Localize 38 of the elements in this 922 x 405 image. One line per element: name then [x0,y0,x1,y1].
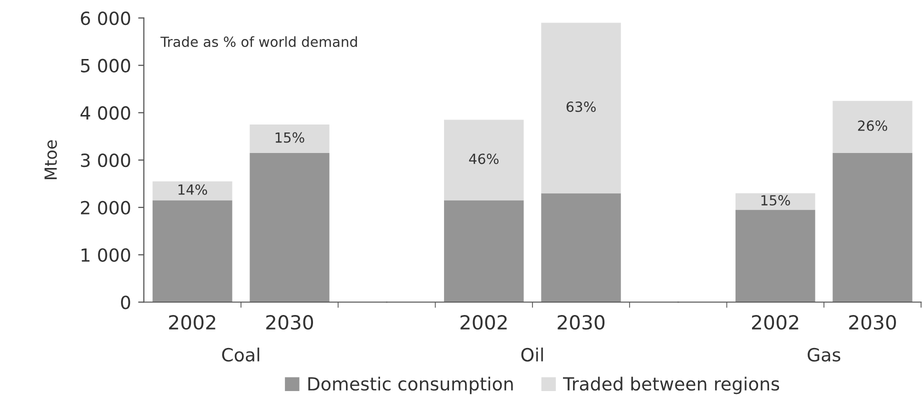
x-tick-label: 2030 [849,314,896,330]
y-tick-label: 5 000 [81,58,130,72]
bar [832,100,912,153]
legend-label: Traded between regions [562,376,780,394]
x-tick-label: 2002 [752,314,798,330]
x-tick-label: 2030 [266,314,314,330]
text: Trade as % of world demand [160,36,357,48]
x-axis-title: Oil [521,348,543,362]
annotation: 46% [469,154,499,164]
annotation: 15% [276,132,304,143]
annotation: 14% [178,184,208,195]
annotation: 15% [761,195,790,206]
bar [250,124,330,153]
bar [736,193,816,210]
bar [152,200,232,302]
x-tick-label: 2030 [558,314,604,330]
annotation: 63% [566,101,596,112]
y-tick-label: 0 [121,296,130,310]
bar [736,210,816,302]
bar [832,152,912,302]
y-tick-label: 2 000 [80,200,130,215]
y-tick-label: 6 000 [80,11,130,26]
x-tick-label: 2002 [169,314,216,330]
bar [444,200,524,302]
x-axis-title: Coal [222,348,260,362]
x-tick-label: 2002 [460,314,507,330]
bar [541,22,621,194]
annotation: 26% [858,120,888,131]
y-axis-title: Mtoe [44,140,57,180]
x-axis-title: Gas [808,348,840,362]
legend-label: Domestic consumption [308,376,513,394]
y-tick-label: 4 000 [80,106,130,120]
bar [250,152,330,302]
bar [541,193,621,302]
y-tick-label: 3 000 [81,154,130,168]
bar [444,120,524,200]
y-tick-label: 1 000 [82,248,130,262]
bar [152,181,232,200]
